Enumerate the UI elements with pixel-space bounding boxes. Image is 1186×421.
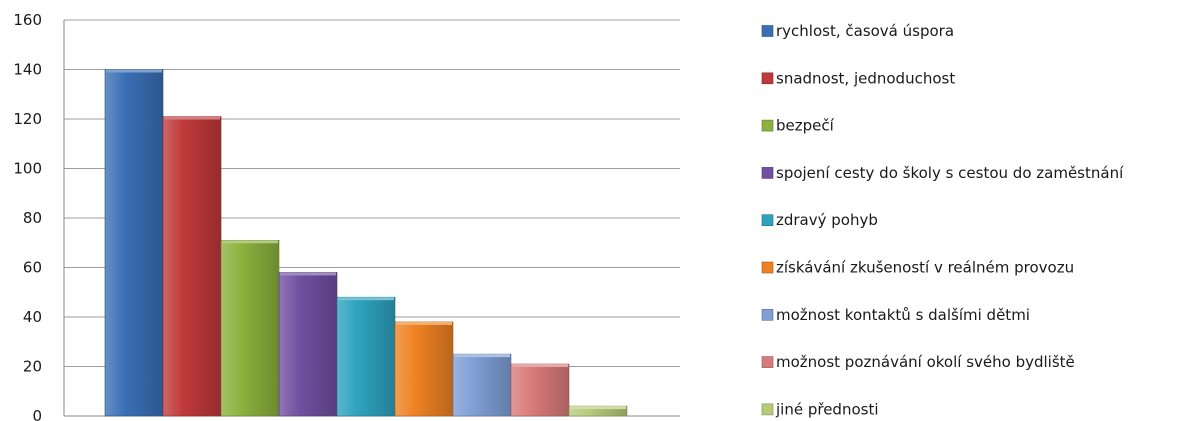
legend-swatch: [761, 261, 774, 274]
legend-swatch: [761, 72, 774, 85]
legend-label: zdravý pohyb: [776, 211, 878, 229]
bar-top-highlight-7: [512, 364, 568, 368]
legend-swatch: [761, 119, 774, 132]
bar-4: zdravý pohyb: 48: [336, 296, 396, 417]
legend-label: získávání zkušeností v reálném provozu: [776, 259, 1074, 277]
y-tick-label: 160: [13, 11, 42, 29]
legend-item: jiné přednosti: [761, 400, 879, 418]
legend-item: snadnost, jednoduchost: [761, 69, 955, 87]
y-axis: 0 20 40 60 80 100 120 140 160: [13, 11, 65, 421]
legend-label: spojení cesty do školy s cestou do zaměs…: [776, 164, 1124, 182]
bar-0: rychlost, časová úspora: 140: [104, 69, 164, 417]
y-tick-label: 20: [23, 358, 42, 376]
bar-top-highlight-2: [222, 240, 278, 244]
y-tick-label: 0: [32, 407, 42, 421]
bar-top-highlight-1: [164, 116, 220, 120]
bar-top-highlight-4: [338, 297, 394, 301]
legend-label: jiné přednosti: [775, 400, 879, 418]
y-tick-label: 60: [23, 259, 42, 277]
bar-top-highlight-0: [106, 69, 162, 73]
bar-3: spojení cesty do školy s cestou do zaměs…: [278, 272, 338, 417]
legend-label: rychlost, časová úspora: [776, 22, 954, 40]
bar-6: možnost kontaktů s dalšími dětmi: 25: [452, 353, 512, 417]
bar-7: možnost poznávání okolí svého bydliště: …: [510, 363, 570, 417]
legend-label: možnost poznávání okolí svého bydliště: [776, 353, 1075, 371]
legend-label: snadnost, jednoduchost: [776, 69, 955, 87]
legend-swatch: [761, 403, 774, 416]
legend-item: zdravý pohyb: [761, 211, 878, 229]
bar-5: získávání zkušeností v reálném provozu: …: [394, 321, 454, 417]
legend: rychlost, časová úspora snadnost, jednodu…: [761, 22, 1124, 418]
bar-top-highlight-5: [396, 321, 452, 325]
bar-top-highlight-6: [454, 354, 510, 358]
y-tick-label: 100: [13, 160, 42, 178]
legend-label: možnost kontaktů s dalšími dětmi: [776, 306, 1030, 324]
legend-swatch: [761, 308, 774, 321]
legend-swatch: [761, 356, 774, 368]
legend-item: bezpečí: [761, 117, 835, 135]
y-tick-label: 80: [23, 209, 42, 227]
bar-top-highlight-3: [280, 272, 336, 276]
bars: rychlost, časová úspora: 140snadnost, je…: [104, 69, 628, 417]
y-tick-label: 140: [13, 61, 42, 79]
legend-swatch: [761, 214, 774, 226]
legend-item: možnost poznávání okolí svého bydliště: [761, 353, 1075, 371]
bar-2: bezpečí: 71: [220, 239, 280, 417]
legend-item: získávání zkušeností v reálném provozu: [761, 259, 1074, 277]
bar-1: snadnost, jednoduchost: 121: [162, 116, 222, 417]
legend-swatch: [761, 25, 774, 37]
legend-item: spojení cesty do školy s cestou do zaměs…: [761, 164, 1124, 182]
legend-label: bezpečí: [776, 117, 835, 135]
bar-top-highlight-8: [570, 406, 626, 410]
y-tick-label: 120: [13, 110, 42, 128]
legend-item: možnost kontaktů s dalšími dětmi: [761, 306, 1030, 324]
legend-swatch: [761, 167, 774, 179]
y-tick-label: 40: [23, 308, 42, 326]
legend-item: rychlost, časová úspora: [761, 22, 954, 40]
